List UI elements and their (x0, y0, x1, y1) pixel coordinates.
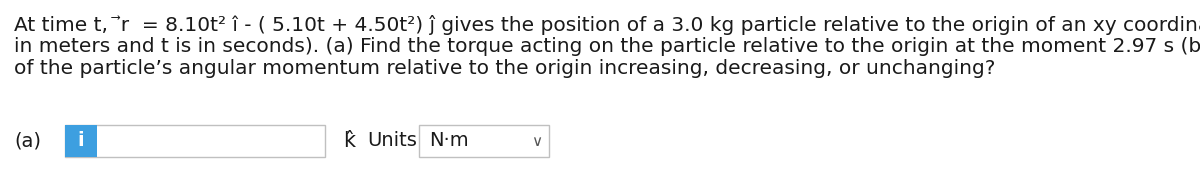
FancyBboxPatch shape (419, 125, 550, 157)
Text: At time t,  ⃗r  = 8.10t² î - ( 5.10t + 4.50t²) ĵ gives the position of a 3.0 kg : At time t, ⃗r = 8.10t² î - ( 5.10t + 4.5… (14, 15, 1200, 35)
Text: k̂: k̂ (343, 131, 355, 151)
Text: i: i (78, 132, 84, 150)
FancyBboxPatch shape (65, 125, 325, 157)
FancyBboxPatch shape (65, 125, 97, 157)
Text: Units: Units (367, 132, 416, 150)
Text: ∨: ∨ (530, 133, 542, 149)
Text: N·m: N·m (430, 132, 469, 150)
Text: in meters and t is in seconds). (a) Find the torque acting on the particle relat: in meters and t is in seconds). (a) Find… (14, 37, 1200, 56)
Text: (a): (a) (14, 132, 41, 150)
Text: of the particle’s angular momentum relative to the origin increasing, decreasing: of the particle’s angular momentum relat… (14, 59, 995, 78)
